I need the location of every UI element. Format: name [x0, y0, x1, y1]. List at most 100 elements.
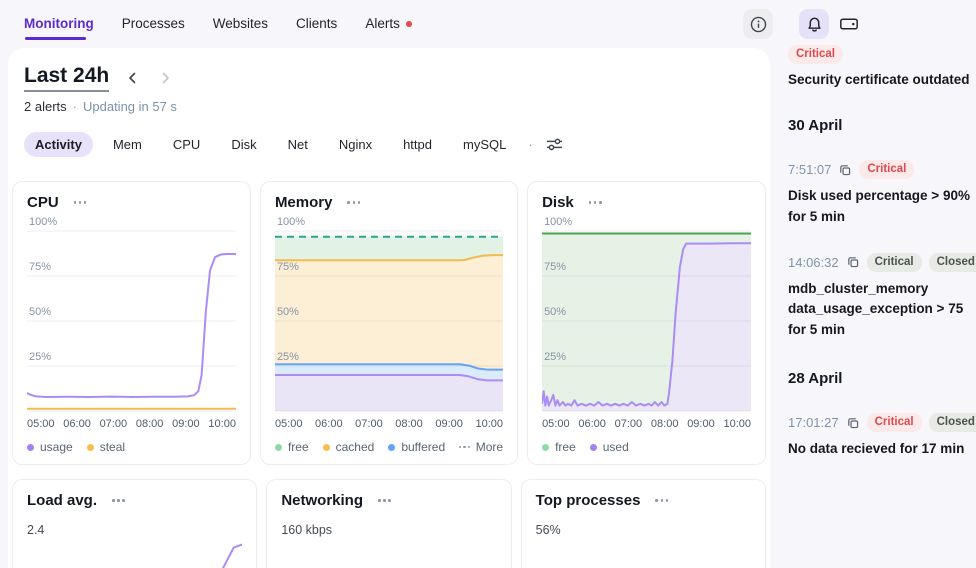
card-header: Load avg.	[27, 492, 242, 509]
info-icon	[750, 16, 766, 32]
alert-meta: 7:51:07 Critical	[788, 159, 970, 180]
alert-meta: 14:06:32 Critical Closed	[788, 252, 976, 273]
x-axis-label: 07:00	[355, 418, 383, 430]
cpu-chart-svg	[27, 219, 236, 415]
sliders-icon	[546, 138, 562, 151]
y-axis-label: 100%	[29, 216, 58, 228]
info-button[interactable]	[743, 9, 773, 39]
legend-label: free	[287, 440, 309, 454]
legend-item-free[interactable]: free	[542, 440, 576, 454]
chip-mem[interactable]: Mem	[112, 137, 142, 152]
legend-item-buffered[interactable]: buffered	[388, 440, 445, 454]
chips-separator: ·	[528, 137, 533, 152]
sparkline-svg	[27, 543, 242, 568]
chip-cpu[interactable]: CPU	[172, 137, 201, 152]
legend-item-free[interactable]: free	[274, 440, 309, 454]
chip-nginx[interactable]: Nginx	[338, 137, 373, 152]
x-axis-label: 06:00	[578, 418, 606, 430]
legend-item-cached[interactable]: cached	[322, 440, 375, 454]
pinned-alert-text: Security certificate outdated	[788, 71, 970, 87]
metric-filter-chips: Activity Mem CPU Disk Net Nginx httpd mySQL ·	[24, 132, 754, 157]
status-badge: Critical	[866, 412, 922, 433]
tab-processes[interactable]: Processes	[122, 0, 185, 43]
y-axis-label: 25%	[276, 351, 299, 363]
copy-icon	[840, 164, 851, 175]
alert-meta: 17:01:27 Critical Closed	[788, 412, 976, 433]
chart-title: Disk	[542, 194, 574, 211]
card-menu-icon[interactable]	[345, 197, 362, 208]
subtitle-separator: ·	[72, 99, 77, 114]
tab-label: Alerts	[365, 16, 400, 31]
legend-dot	[542, 443, 550, 451]
alert-item[interactable]: 17:01:27 Critical Closed No data recieved f…	[788, 412, 976, 460]
alerts-indicator-dot	[405, 20, 412, 27]
x-axis-ticks: 05:00 06:00 07:00 08:00 09:00 10:00	[275, 418, 503, 430]
legend-more-button[interactable]: More	[459, 440, 503, 454]
legend-label: usage	[40, 440, 73, 454]
y-axis-label: 75%	[544, 261, 567, 273]
mini-card-value: 56%	[535, 523, 561, 537]
alert-groups: 30 April 7:51:07 Critical Disk used percent…	[788, 117, 976, 460]
chart-title: CPU	[27, 194, 59, 211]
time-range-selector[interactable]: Last 24h	[24, 64, 110, 92]
copy-button[interactable]	[846, 255, 860, 269]
panel-toggle-button[interactable]	[834, 9, 864, 39]
x-axis-ticks: 05:00 06:00 07:00 08:00 09:00 10:00	[27, 418, 236, 430]
card-header: Disk	[542, 194, 751, 211]
tab-label: Websites	[212, 16, 269, 31]
tab-monitoring[interactable]: Monitoring	[24, 0, 94, 43]
x-axis-label: 06:00	[63, 418, 91, 430]
tab-label: Monitoring	[24, 16, 94, 31]
legend-item-steal[interactable]: steal	[86, 440, 125, 454]
copy-button[interactable]	[846, 416, 860, 430]
mini-cards-row: Load avg. 2.4 Networking 160 kbps Top proces…	[12, 479, 766, 568]
monitoring-panel: Last 24h 2 alerts · Updating in 57 s Act…	[8, 48, 770, 568]
legend-dot	[322, 443, 330, 451]
chip-httpd[interactable]: httpd	[403, 137, 432, 152]
chip-disk[interactable]: Disk	[231, 137, 257, 152]
alert-time: 14:06:32	[788, 254, 839, 270]
card-menu-icon[interactable]	[587, 197, 604, 208]
chart-title: Memory	[274, 194, 333, 211]
chart-settings-button[interactable]	[546, 137, 563, 152]
y-axis-label: 50%	[29, 306, 52, 318]
chevron-left-icon[interactable]	[125, 70, 141, 86]
status-badge: Closed	[928, 252, 976, 273]
tab-websites[interactable]: Websites	[213, 0, 268, 43]
chip-mysql[interactable]: mySQL	[463, 137, 507, 152]
card-menu-icon[interactable]	[110, 495, 127, 506]
alert-item[interactable]: 14:06:32 Critical Closed mdb_cluster_memory…	[788, 252, 976, 340]
chevron-right-icon[interactable]	[157, 70, 173, 86]
bell-icon	[807, 17, 821, 32]
chip-net[interactable]: Net	[287, 137, 308, 152]
legend-item-usage[interactable]: usage	[27, 440, 73, 454]
card-menu-icon[interactable]	[376, 495, 393, 506]
alerts-sidebar: Critical Security certificate outdated 3…	[788, 44, 976, 460]
alert-time: 17:01:27	[788, 415, 839, 431]
chart-card-memory: Memory 100% 75% 50% 25% 05:00 06:00 07:00 08:00 0…	[259, 181, 519, 465]
mini-card-title: Networking	[281, 492, 364, 509]
x-axis-label: 08:00	[395, 418, 423, 430]
legend-label: cached	[335, 440, 375, 454]
ellipsis-icon	[459, 445, 470, 449]
chart-plot: 100% 75% 50% 25%	[274, 216, 504, 415]
copy-icon	[847, 417, 858, 428]
legend-dot	[274, 443, 282, 451]
chip-activity[interactable]: Activity	[24, 132, 93, 157]
tab-clients[interactable]: Clients	[296, 0, 337, 43]
x-axis-label: 07:00	[614, 418, 643, 430]
card-menu-icon[interactable]	[653, 495, 670, 506]
copy-button[interactable]	[838, 163, 852, 177]
card-menu-icon[interactable]	[72, 197, 89, 208]
alert-item[interactable]: 7:51:07 Critical Disk used percentage > 90…	[788, 159, 970, 227]
legend-label: free	[555, 440, 576, 454]
y-axis-label: 100%	[276, 216, 306, 228]
pinned-alert[interactable]: Critical Security certificate outdated	[788, 44, 970, 87]
chart-legend: free cached buffered More	[274, 440, 503, 454]
notifications-button[interactable]	[799, 9, 829, 39]
legend-item-used[interactable]: used	[589, 440, 629, 454]
x-axis-label: 09:00	[172, 418, 200, 430]
panel-header: Last 24h 2 alerts · Updating in 57 s	[24, 64, 754, 114]
tab-alerts[interactable]: Alerts	[365, 0, 412, 43]
panel-icon	[840, 18, 858, 30]
